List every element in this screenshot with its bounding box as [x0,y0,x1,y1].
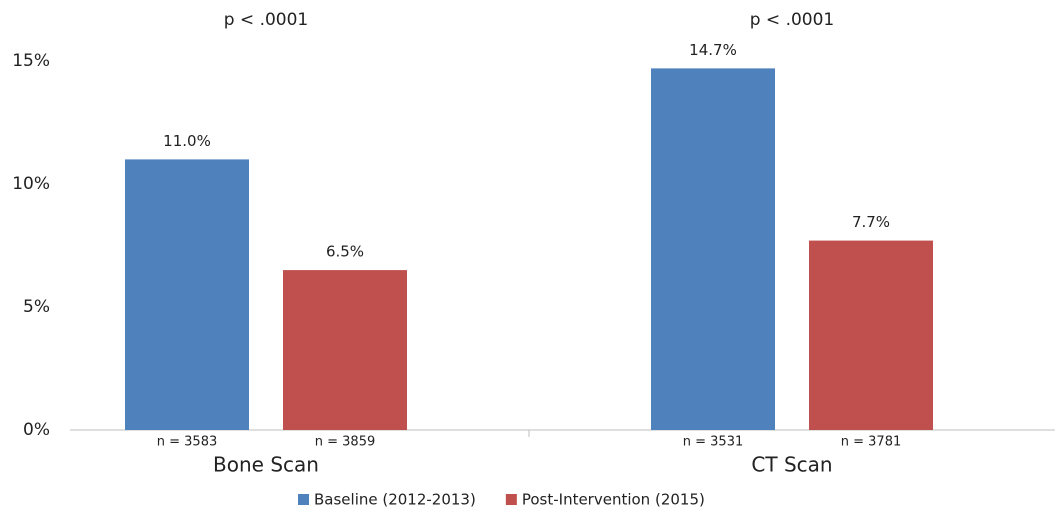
y-tick-label: 0% [23,420,50,440]
legend-swatch [505,494,517,505]
x-tick-label: CT Scan [751,453,832,477]
value-label: 14.7% [689,41,737,59]
sample-size: n = 3781 [841,435,901,450]
legend-swatch [298,494,309,505]
y-tick-label: 15% [12,51,50,71]
sample-size: n = 3531 [683,435,743,450]
legend-label: Post-Intervention (2015) [522,491,705,509]
bar [809,240,933,430]
sample-size: n = 3583 [157,435,217,450]
value-label: 11.0% [163,132,211,150]
legend-label: Baseline (2012-2013) [314,491,476,509]
sample-size: n = 3859 [315,435,375,450]
p-value: p < .0001 [750,10,835,30]
x-tick-label: Bone Scan [213,453,319,477]
y-tick-label: 5% [23,297,50,317]
value-label: 7.7% [852,213,890,231]
y-tick-label: 10% [12,174,50,194]
value-label: 6.5% [326,243,364,261]
bar [651,68,775,430]
p-value: p < .0001 [224,10,309,30]
bar [125,159,249,430]
bar [283,270,407,430]
